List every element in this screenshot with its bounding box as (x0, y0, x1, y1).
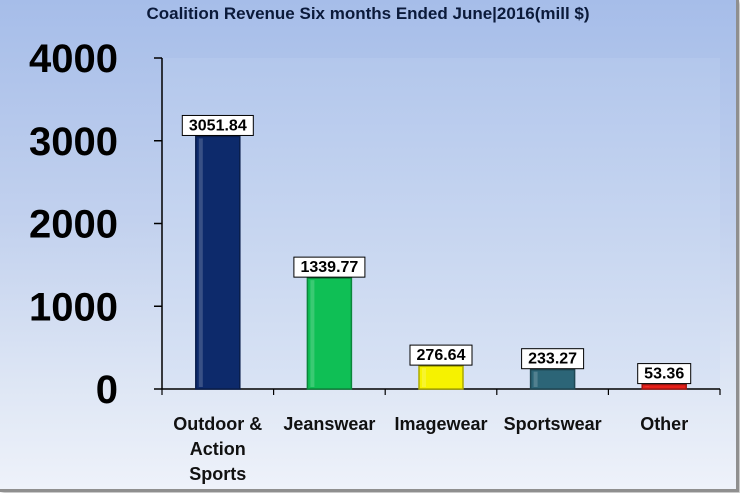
bar (641, 383, 687, 390)
x-tick-label: Sports (189, 464, 246, 484)
data-label: 1339.77 (300, 259, 358, 276)
data-label-box (409, 344, 473, 366)
x-tick-label: Sportswear (504, 414, 602, 434)
y-tick-label: 2000 (29, 203, 118, 247)
x-tick-label: Jeanswear (283, 414, 375, 434)
bar-highlight (422, 368, 426, 387)
x-tick-label: Action (190, 439, 246, 459)
bar (418, 365, 464, 390)
bar-highlight (198, 138, 203, 387)
data-label-box (637, 363, 692, 385)
bar-highlight (533, 371, 538, 387)
bars (195, 135, 687, 390)
x-axis-labels: Outdoor & Action Sports Jeanswear Imagewear S… (173, 414, 688, 484)
data-labels: 3051.84 1339.77 276.64 233.27 53.36 (181, 114, 692, 385)
y-tick-label: 3000 (29, 120, 118, 164)
bar (529, 368, 576, 390)
x-tick-label: Other (640, 414, 688, 434)
plot-area (162, 58, 720, 389)
plot-background (162, 58, 720, 389)
data-label-box (293, 256, 366, 278)
data-label: 233.27 (528, 351, 577, 368)
bar (306, 277, 353, 390)
bar (195, 135, 241, 390)
data-label: 53.36 (644, 366, 684, 383)
x-tick-label: Imagewear (394, 414, 487, 434)
bar-highlight (310, 280, 315, 387)
data-label: 276.64 (417, 347, 466, 364)
y-axis-ticks: 0 1000 2000 3000 4000 (29, 37, 162, 412)
data-label-box (181, 114, 254, 136)
data-label-box (521, 348, 585, 370)
x-tick-label: Outdoor & (173, 414, 262, 434)
data-label: 3051.84 (189, 117, 247, 134)
y-tick-label: 0 (96, 368, 118, 412)
chart-title: Coalition Revenue Six months Ended June|… (146, 4, 589, 23)
y-tick-label: 1000 (29, 285, 118, 329)
y-tick-label: 4000 (29, 37, 118, 81)
